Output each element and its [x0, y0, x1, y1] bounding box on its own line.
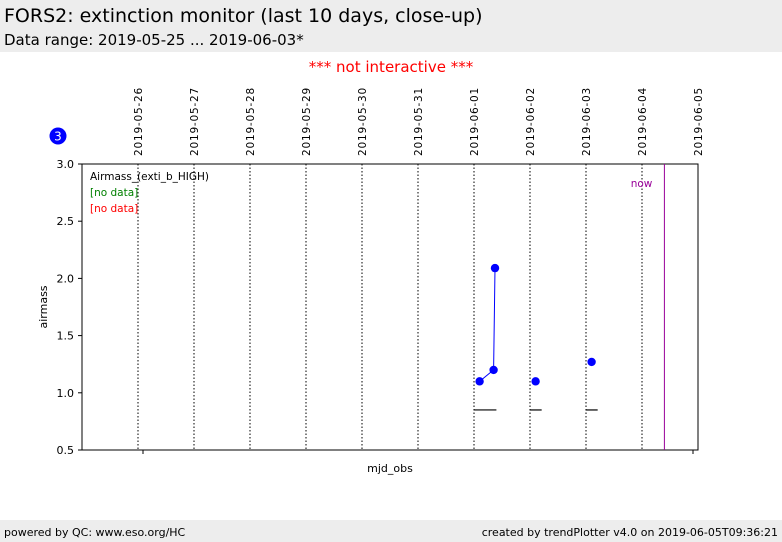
- not-interactive-notice: *** not interactive ***: [308, 58, 474, 76]
- created-by-info: created by trendPlotter v4.0 on 2019-06-…: [481, 526, 778, 539]
- date-tick-label: 2019-06-03: [581, 87, 593, 156]
- data-point: [490, 263, 500, 273]
- data-point: [531, 377, 540, 386]
- data-point: [475, 377, 484, 386]
- date-tick-label: 2019-05-31: [413, 87, 425, 156]
- plot-number-label: 3: [54, 130, 62, 144]
- y-tick-label: 1.5: [57, 330, 75, 343]
- now-marker-label: now: [631, 178, 653, 190]
- y-tick-label: 3.0: [57, 158, 75, 171]
- page-header: FORS2: extinction monitor (last 10 days,…: [0, 0, 782, 52]
- date-tick-label: 2019-06-04: [637, 87, 649, 156]
- series-line: [479, 268, 496, 382]
- x-axis-label: mjd_obs: [367, 462, 413, 475]
- y-axis-label: airmass: [37, 285, 50, 328]
- date-tick-label: 2019-05-26: [133, 87, 145, 156]
- y-tick-label: 2.0: [57, 272, 75, 285]
- date-tick-label: 2019-05-29: [301, 87, 313, 156]
- date-tick-label: 2019-06-01: [469, 87, 481, 156]
- date-tick-label: 2019-06-02: [525, 87, 537, 156]
- legend-entry: Airmass_(exti_b_HIGH): [90, 171, 209, 183]
- data-point: [587, 357, 596, 367]
- y-tick-label: 1.0: [57, 387, 75, 400]
- date-tick-label: 2019-05-28: [245, 87, 257, 156]
- plot-number-badge: [49, 127, 67, 145]
- date-tick-label: 2019-05-30: [357, 87, 369, 156]
- data-point: [489, 365, 498, 375]
- data-range-subtitle: Data range: 2019-05-25 ... 2019-06-03*: [4, 31, 304, 49]
- plot-frame: [81, 163, 699, 451]
- powered-by-link[interactable]: powered by QC: www.eso.org/HC: [4, 526, 186, 539]
- y-tick-label: 0.5: [57, 444, 75, 457]
- page-footer: powered by QC: www.eso.org/HC created by…: [0, 520, 782, 542]
- y-tick-label: 2.5: [57, 215, 75, 228]
- date-tick-label: 2019-06-05: [693, 87, 705, 156]
- legend-entry: [no data]: [90, 203, 138, 215]
- date-tick-label: 2019-05-27: [189, 87, 201, 156]
- page-title: FORS2: extinction monitor (last 10 days,…: [4, 5, 483, 27]
- legend-entry: [no data]: [90, 187, 138, 199]
